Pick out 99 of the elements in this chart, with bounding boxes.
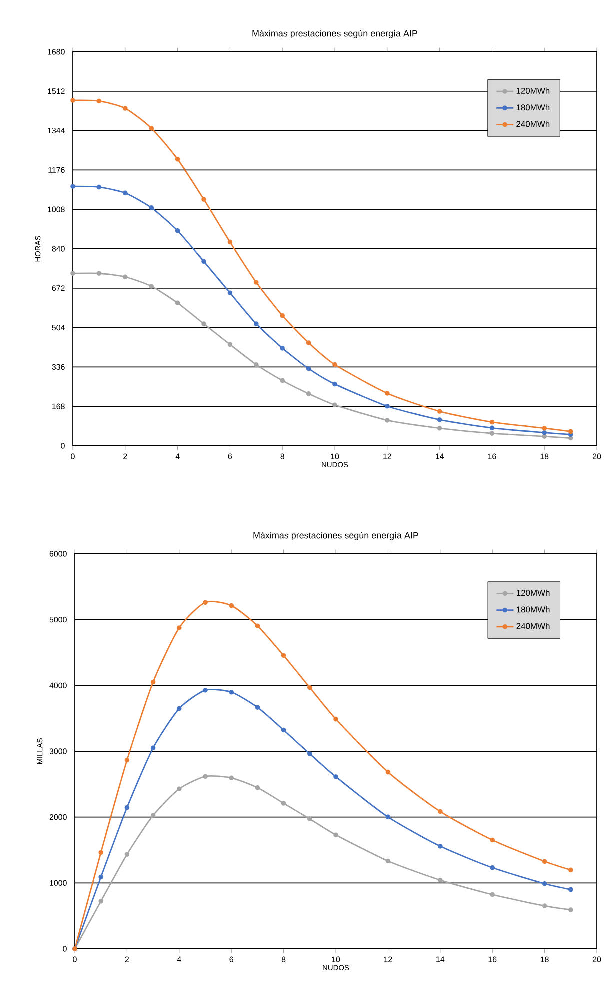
- point: [149, 284, 154, 289]
- point: [254, 322, 259, 326]
- point: [280, 313, 285, 318]
- point: [124, 852, 130, 857]
- point: [150, 813, 156, 818]
- point: [542, 426, 547, 431]
- point: [306, 366, 312, 372]
- point: [568, 908, 574, 912]
- point: [123, 106, 128, 111]
- point: [542, 430, 547, 436]
- point: [228, 342, 233, 348]
- point: [255, 624, 260, 628]
- point: [177, 786, 182, 792]
- point: [490, 426, 495, 431]
- point: [229, 690, 234, 695]
- point: [228, 290, 233, 296]
- point: [177, 706, 182, 712]
- point: [70, 98, 76, 103]
- legend-label: 240MWh: [516, 623, 550, 630]
- point: [175, 300, 180, 306]
- point: [98, 874, 104, 880]
- point: [568, 429, 574, 434]
- point: [490, 892, 495, 898]
- point: [280, 346, 285, 351]
- point: [308, 685, 312, 690]
- point: [542, 881, 548, 886]
- point: [124, 805, 130, 810]
- point: [123, 274, 128, 280]
- chart-title: Máximas prestaciones según energía AIP: [252, 30, 418, 38]
- point: [255, 786, 260, 790]
- point: [542, 434, 547, 440]
- point: [438, 878, 443, 883]
- point: [149, 126, 154, 131]
- legend-label: 240MWh: [516, 120, 550, 128]
- point: [308, 752, 312, 756]
- point: [203, 600, 208, 606]
- point: [202, 259, 206, 264]
- point: [98, 850, 104, 856]
- legend-label: 120MWh: [516, 88, 550, 94]
- point: [98, 899, 104, 904]
- legend-label: 180MWh: [517, 606, 550, 613]
- point: [280, 378, 285, 384]
- point: [568, 887, 574, 892]
- point: [385, 391, 390, 396]
- point: [203, 688, 208, 693]
- point: [255, 705, 260, 710]
- point: [332, 362, 338, 368]
- point: [281, 653, 286, 658]
- point: [332, 402, 338, 408]
- point: [70, 271, 76, 276]
- legend-label: 180MWh: [516, 104, 550, 111]
- point: [123, 190, 128, 196]
- point: [175, 228, 180, 234]
- point: [70, 184, 76, 189]
- chart-title: Máximas prestaciones según energía AIP: [254, 532, 418, 540]
- point: [490, 866, 495, 870]
- point: [542, 904, 548, 908]
- point: [203, 774, 208, 780]
- point: [386, 858, 391, 864]
- point: [437, 409, 442, 414]
- point: [438, 844, 443, 849]
- point: [332, 382, 338, 387]
- point: [308, 816, 312, 822]
- point: [150, 746, 156, 751]
- point: [281, 728, 286, 733]
- point: [385, 404, 390, 409]
- point: [437, 418, 442, 422]
- point: [334, 774, 338, 780]
- point: [542, 859, 548, 864]
- point: [254, 362, 259, 368]
- point: [96, 271, 102, 276]
- point: [124, 758, 130, 763]
- point: [306, 392, 312, 396]
- point: [149, 206, 154, 210]
- point: [228, 240, 233, 245]
- point: [385, 418, 390, 423]
- point: [386, 814, 391, 820]
- point: [175, 157, 180, 162]
- point: [202, 197, 206, 202]
- point: [437, 426, 442, 431]
- point: [490, 420, 495, 425]
- point: [334, 832, 338, 838]
- point: [229, 776, 234, 781]
- point: [229, 603, 234, 608]
- point: [281, 801, 286, 806]
- point: [96, 184, 102, 190]
- point: [490, 431, 495, 436]
- point: [438, 809, 443, 814]
- point: [334, 716, 338, 722]
- point: [150, 680, 156, 685]
- legend-label: 120MWh: [517, 590, 550, 596]
- point: [254, 280, 259, 285]
- point: [490, 838, 495, 843]
- point: [96, 98, 102, 104]
- point: [386, 770, 391, 775]
- point: [177, 626, 182, 630]
- point: [568, 868, 574, 873]
- point: [202, 322, 206, 326]
- point: [306, 340, 312, 346]
